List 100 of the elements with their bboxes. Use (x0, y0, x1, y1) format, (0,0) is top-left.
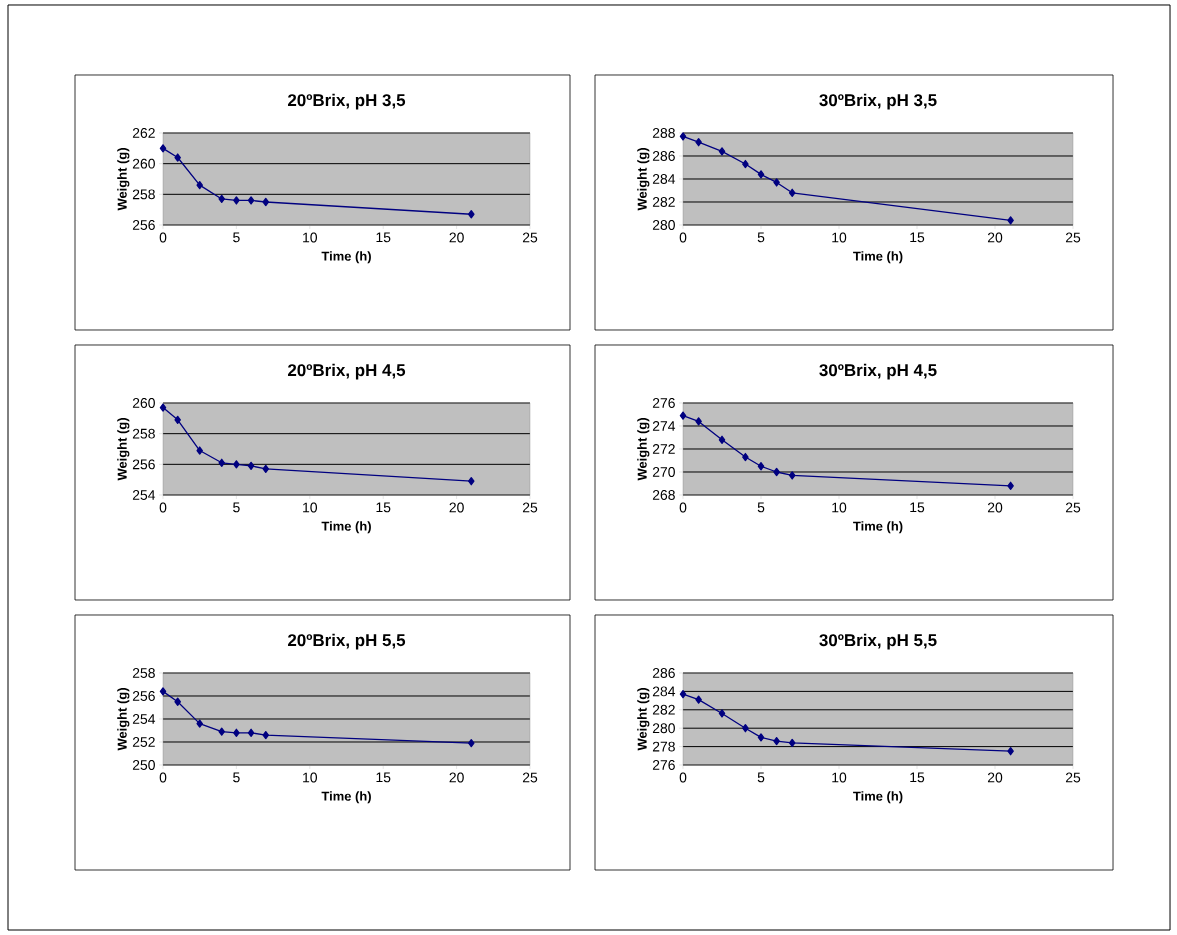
x-tick-label: 25 (522, 502, 538, 513)
point (695, 695, 702, 704)
x-tick-label: 10 (303, 232, 318, 243)
y-tick-label: 288 (652, 128, 675, 138)
point (788, 738, 796, 748)
x-tick-label: 5 (757, 772, 765, 783)
point (218, 458, 225, 467)
point (233, 460, 240, 469)
point (757, 170, 765, 179)
point (757, 733, 765, 742)
x-tick-label: 15 (376, 232, 391, 243)
x-tick-label: 25 (1065, 502, 1081, 513)
point (233, 728, 240, 737)
x-tick-label: 20 (987, 232, 1003, 243)
y-tick-label: 286 (652, 151, 675, 161)
x-tick-label: 15 (910, 232, 925, 243)
x-tick-label: 10 (832, 502, 847, 513)
x-tick-label: 5 (757, 502, 765, 513)
y-tick-label: 280 (652, 220, 675, 230)
chart-title: 30ºBrix, pH 4,5 (819, 363, 937, 380)
x-axis-title: Time (h) (321, 791, 371, 804)
x-tick-label: 5 (233, 772, 240, 783)
y-tick-label: 250 (132, 760, 155, 770)
y-tick-label: 256 (132, 220, 155, 230)
x-tick-label: 20 (449, 772, 464, 783)
x-tick-label: 5 (233, 502, 240, 513)
point (262, 730, 270, 740)
y-tick-label: 258 (132, 428, 155, 439)
x-tick-label: 25 (1065, 232, 1081, 243)
chart-title: 20ºBrix, pH 3,5 (287, 93, 406, 110)
point (262, 197, 270, 207)
x-tick-label: 20 (449, 232, 464, 243)
point (247, 196, 255, 205)
x-tick-label: 10 (832, 232, 847, 243)
point (196, 446, 203, 455)
point (773, 178, 780, 187)
x-axis-title: Time (h) (853, 251, 903, 264)
point (159, 403, 167, 412)
y-tick-label: 286 (652, 668, 675, 678)
x-tick-label: 0 (159, 502, 167, 513)
x-axis-title: Time (h) (853, 791, 903, 804)
point (196, 180, 203, 190)
y-axis-title: Weight (g) (117, 688, 130, 751)
y-tick-label: 260 (132, 398, 155, 408)
x-tick-label: 20 (987, 502, 1003, 513)
point (233, 196, 240, 205)
chart-title: 30ºBrix, pH 3,5 (819, 93, 937, 110)
y-tick-label: 274 (652, 421, 676, 431)
point (262, 464, 270, 474)
point (773, 467, 780, 477)
x-tick-label: 25 (1065, 772, 1081, 783)
y-axis-title: Weight (g) (117, 418, 130, 481)
x-tick-label: 0 (679, 502, 687, 513)
x-tick-label: 15 (910, 772, 925, 783)
y-tick-label: 256 (132, 691, 155, 701)
point (247, 728, 255, 737)
point (742, 724, 749, 733)
x-tick-label: 10 (832, 772, 847, 783)
point (196, 719, 203, 728)
x-tick-label: 15 (910, 502, 925, 513)
point (1007, 216, 1014, 225)
point (788, 471, 796, 480)
x-tick-label: 25 (522, 232, 538, 243)
point (1007, 481, 1014, 490)
y-tick-label: 282 (652, 704, 675, 715)
point (695, 138, 702, 147)
x-axis-title: Time (h) (853, 521, 903, 534)
x-axis-title: Time (h) (321, 521, 371, 534)
point (742, 452, 749, 462)
point (247, 461, 255, 471)
y-tick-label: 284 (652, 686, 676, 697)
y-tick-label: 252 (132, 737, 155, 747)
point (468, 477, 475, 486)
x-tick-label: 20 (449, 502, 464, 513)
chart-title: 20ºBrix, pH 5,5 (287, 633, 406, 650)
point (174, 153, 181, 162)
y-axis-title: Weight (g) (637, 688, 650, 751)
y-tick-label: 276 (652, 398, 675, 408)
x-tick-label: 0 (159, 772, 167, 783)
x-tick-label: 0 (679, 772, 687, 783)
y-tick-label: 270 (652, 467, 675, 477)
x-tick-label: 15 (376, 772, 391, 783)
point (718, 709, 726, 718)
point (174, 697, 181, 706)
y-tick-label: 262 (132, 128, 155, 138)
y-tick-label: 278 (652, 741, 675, 752)
x-tick-label: 10 (303, 502, 318, 513)
point (773, 736, 780, 746)
x-tick-label: 0 (159, 232, 167, 243)
point (757, 462, 765, 471)
point (218, 194, 225, 204)
point (718, 147, 726, 156)
y-axis-title: Weight (g) (637, 148, 650, 211)
y-tick-label: 276 (652, 760, 675, 770)
y-tick-label: 268 (652, 490, 675, 500)
point (159, 687, 167, 696)
point (679, 411, 687, 420)
x-tick-label: 0 (679, 232, 687, 243)
point (679, 690, 687, 699)
point (1007, 747, 1014, 756)
